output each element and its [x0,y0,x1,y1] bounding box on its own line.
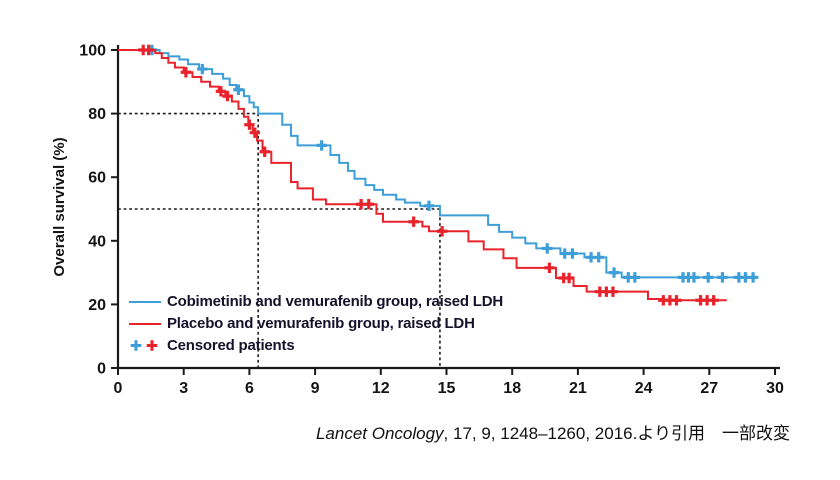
x-tick-label: 24 [635,380,653,397]
cobimetinib-line-swatch [129,300,161,303]
x-tick-label: 12 [372,380,390,397]
legend-item-cobimetinib: Cobimetinib and vemurafenib group, raise… [129,292,503,311]
y-tick-label: 100 [79,43,106,60]
legend-label-censored: Censored patients [167,337,295,354]
y-tick-label: 0 [97,361,106,378]
y-tick-label: 60 [88,170,106,187]
x-tick-label: 0 [114,380,123,397]
x-tick-label: 18 [503,380,521,397]
censored-plus-icon [129,338,161,353]
y-tick-label: 20 [88,297,106,314]
censor-marks-cobimetinib [146,44,759,283]
legend-item-placebo: Placebo and vemurafenib group, raised LD… [129,314,503,333]
censor-marks-placebo [137,44,719,306]
survival-curve-cobimetinib [118,49,758,279]
legend-label-cobimetinib: Cobimetinib and vemurafenib group, raise… [167,293,504,310]
citation-rest: , 17, 9, 1248–1260, 2016.より引用 一部改変 [443,424,790,443]
y-axis-title: Overall survival (%) [51,137,68,277]
legend-item-censored: Censored patients [129,336,503,355]
x-tick-label: 27 [700,380,718,397]
survival-curve-placebo [118,49,727,302]
x-tick-label: 21 [569,380,587,397]
legend: Cobimetinib and vemurafenib group, raise… [129,292,503,355]
x-tick-label: 30 [766,380,784,397]
x-tick-label: 9 [311,380,320,397]
y-tick-label: 40 [88,233,106,250]
x-tick-label: 3 [179,380,188,397]
citation: Lancet Oncology, 17, 9, 1248–1260, 2016.… [0,419,790,444]
x-tick-label: 15 [438,380,456,397]
censored-plus-glyphs [130,340,158,351]
citation-journal: Lancet Oncology [315,424,444,443]
x-tick-label: 6 [245,380,254,397]
placebo-line-swatch [129,322,161,325]
legend-label-placebo: Placebo and vemurafenib group, raised LD… [167,315,475,332]
y-tick-label: 80 [88,106,106,123]
